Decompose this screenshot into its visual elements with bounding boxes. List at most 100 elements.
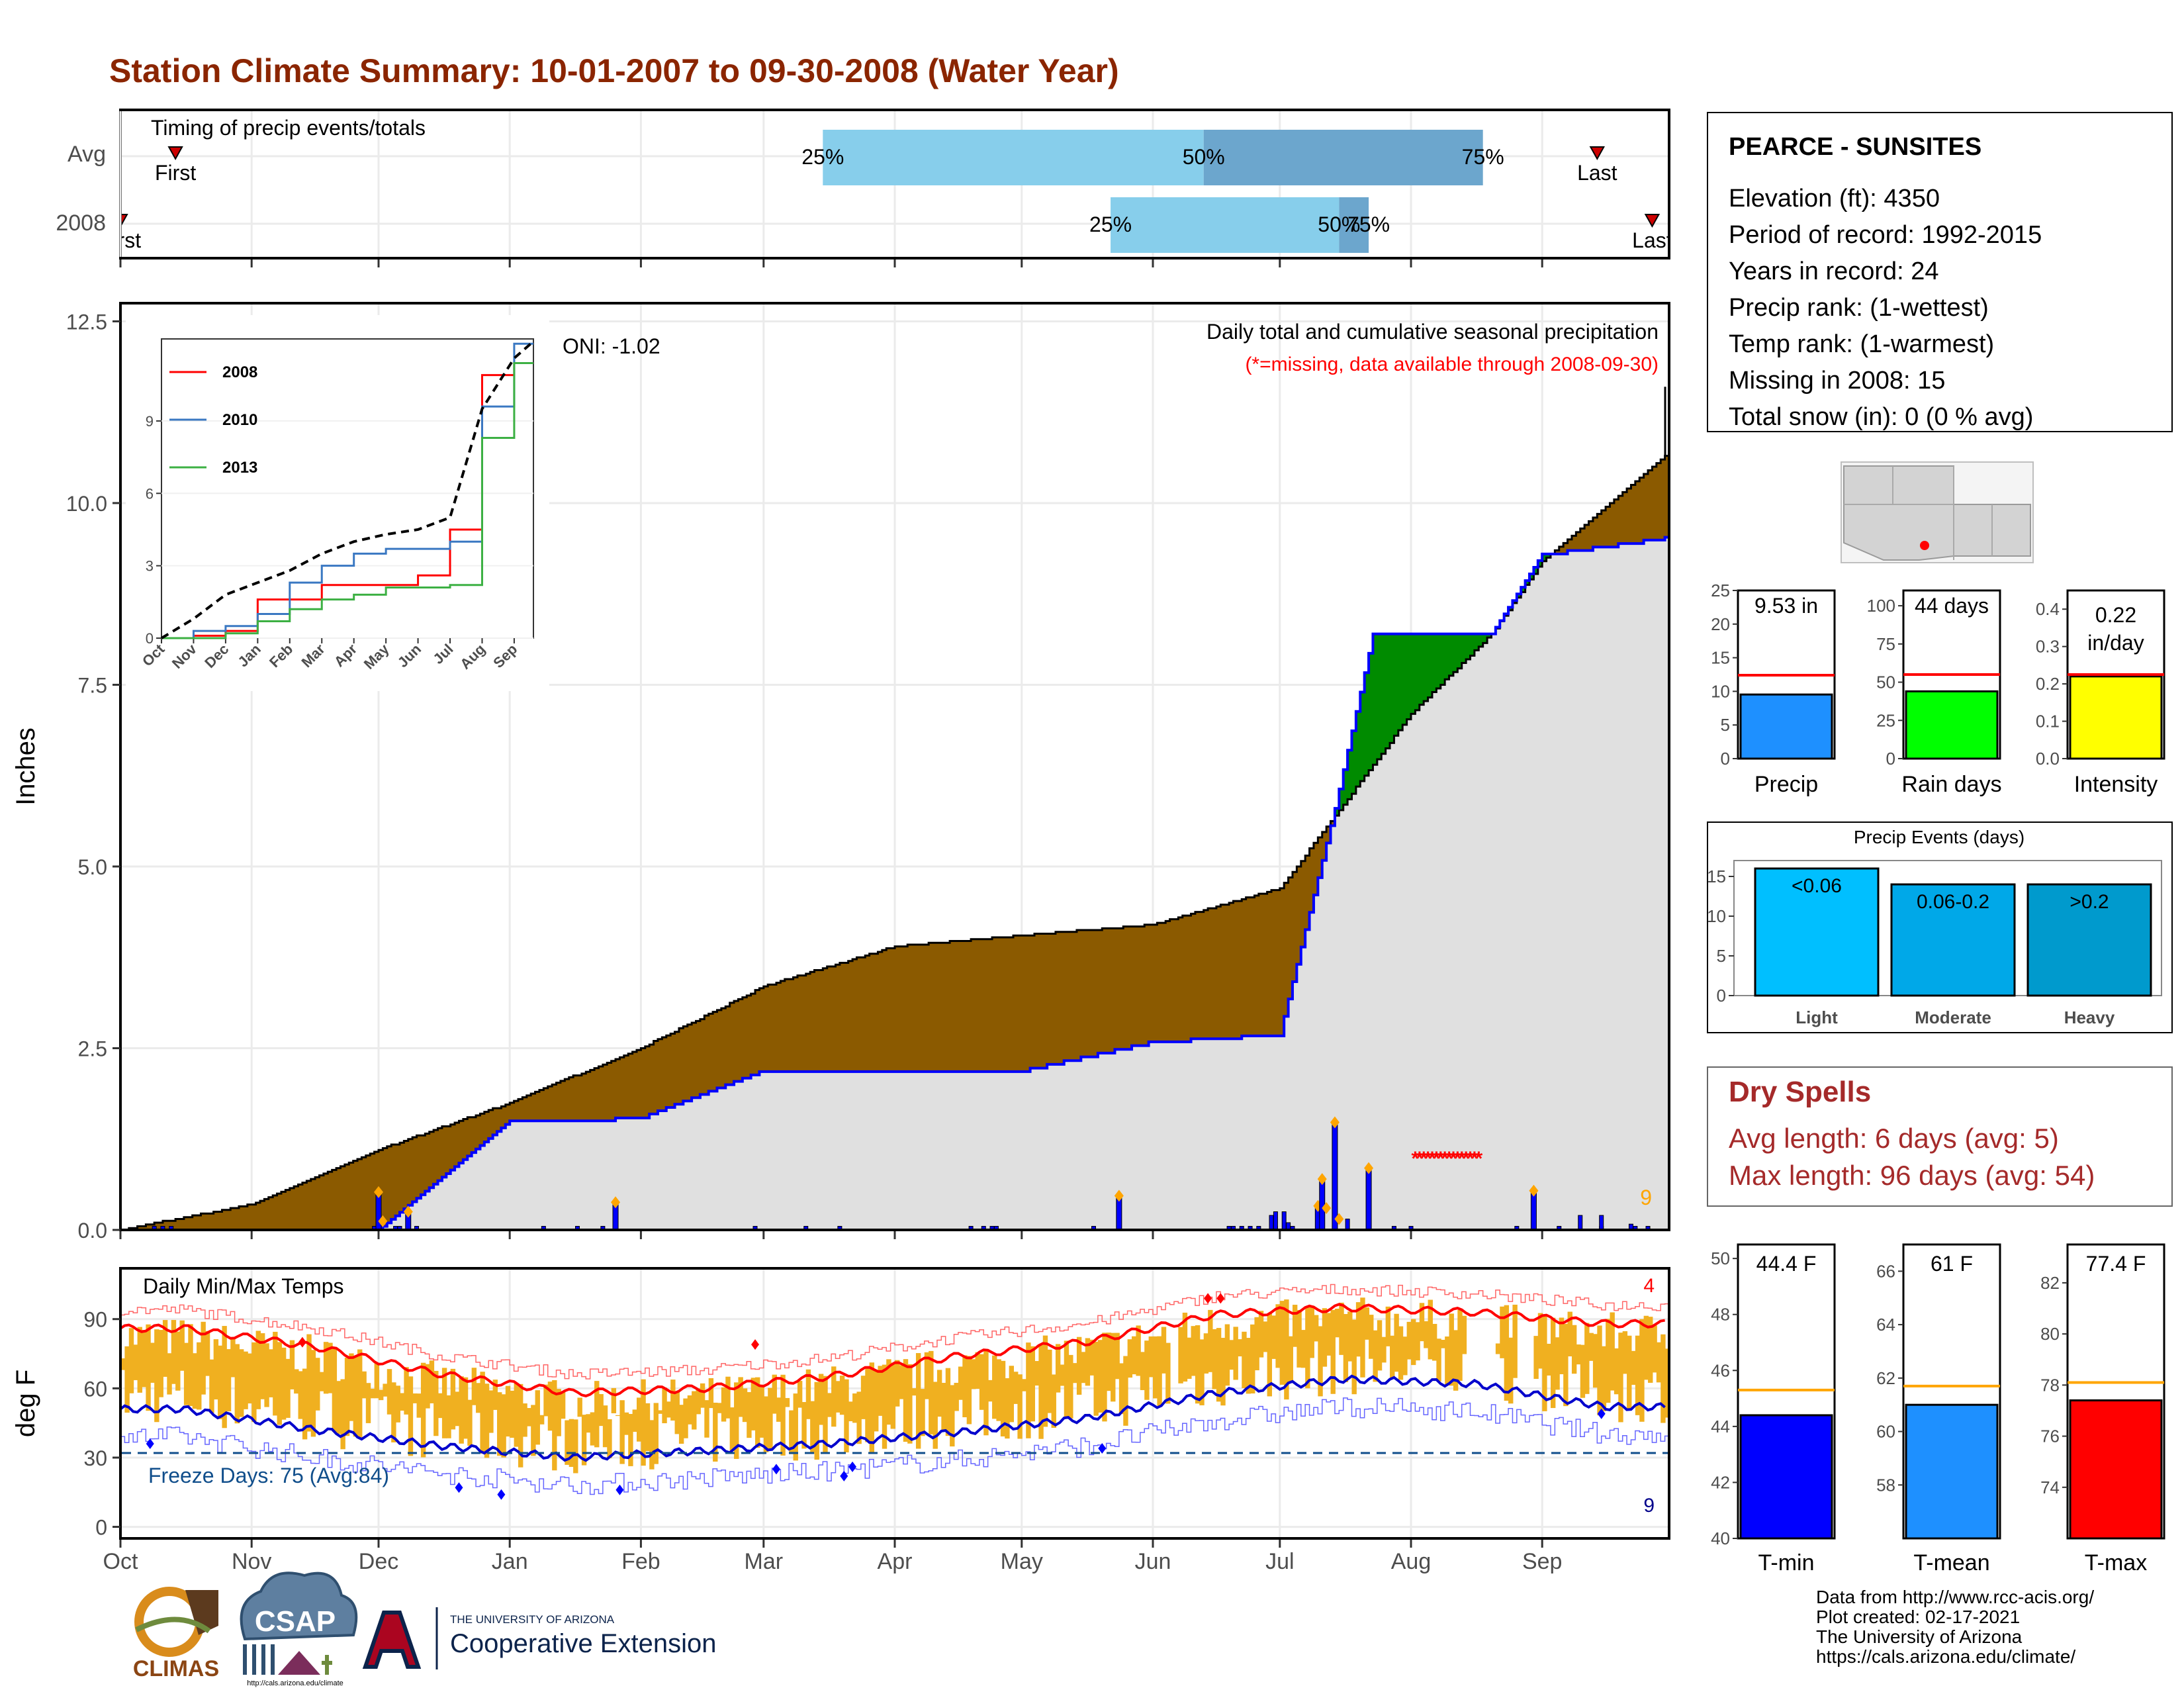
- daily-temp-range-bar: [1571, 1325, 1577, 1374]
- observed-cumulative-line: [120, 536, 1669, 1231]
- daily-temp-range-bar: [818, 1374, 824, 1425]
- daily-temp-range-bar: [1330, 1309, 1336, 1394]
- daily-temp-range-bar: [467, 1399, 473, 1446]
- daily-temp-range-bar: [497, 1392, 502, 1456]
- climas-logo: CLIMAS: [133, 1587, 219, 1681]
- daily-temp-range-bar: [522, 1403, 527, 1437]
- daily-temp-range-bar: [247, 1353, 253, 1404]
- daily-temp-range-bar: [201, 1321, 206, 1395]
- events-ytick-label: 0: [1717, 986, 1726, 1006]
- daily-temp-range-bar: [259, 1333, 265, 1399]
- timing-row-2008: 2008: [56, 211, 106, 236]
- daily-temp-range-bar: [670, 1380, 676, 1421]
- daily-temp-range-bar: [120, 1358, 126, 1370]
- daily-temp-range-bar: [1343, 1314, 1349, 1382]
- timing-row-avg: Avg: [68, 142, 106, 167]
- inset-legend-label: 2010: [222, 411, 257, 429]
- mini-bar-value: 9.53 in: [1754, 594, 1818, 618]
- daily-temp-range-bar: [1127, 1339, 1133, 1378]
- daily-temp-range-bar: [137, 1327, 142, 1393]
- events-title: Precip Events (days): [1854, 827, 2025, 847]
- temp-bar-ytick-label: 74: [2040, 1477, 2060, 1497]
- daily-temp-range-bar: [860, 1376, 866, 1419]
- oni-label: ONI: -1.02: [563, 334, 660, 358]
- daily-temp-range-bar: [992, 1355, 997, 1419]
- daily-temp-range-bar: [899, 1365, 904, 1399]
- daily-temp-range-bar: [255, 1331, 261, 1409]
- daily-temp-range-bar: [1187, 1337, 1192, 1379]
- daily-temp-range-bar: [678, 1405, 684, 1444]
- record-high-marker: [751, 1339, 760, 1350]
- daily-temp-range-bar: [1445, 1336, 1450, 1385]
- daily-temp-range-bar: [581, 1415, 587, 1466]
- daily-temp-range-bar: [205, 1331, 210, 1376]
- heavy-precip-marker: [378, 1215, 388, 1227]
- daily-temp-range-bar: [484, 1383, 490, 1458]
- timing-2008-p50-label: 50%: [1318, 212, 1360, 236]
- daily-temp-range-bar: [692, 1391, 697, 1430]
- temp-bar-ytick-label: 62: [1876, 1368, 1895, 1388]
- daily-temp-range-bar: [433, 1370, 439, 1436]
- temp-ytick-label: 90: [83, 1308, 107, 1332]
- mini-bar-value: 44 days: [1915, 594, 1989, 618]
- timing-2008-p75-label: 75%: [1347, 212, 1390, 236]
- csap-logo: CSAP http://cals.arizona.edu/climate: [240, 1571, 358, 1687]
- daily-temp-range-bar: [1555, 1337, 1560, 1390]
- temp-bar-ytick-label: 42: [1711, 1472, 1730, 1492]
- temp-bar-ytick-label: 82: [2040, 1273, 2060, 1293]
- daily-temp-range-bar: [641, 1379, 646, 1466]
- daily-temp-range-bar: [154, 1329, 159, 1423]
- daily-temp-range-bar: [1030, 1346, 1035, 1422]
- daily-temp-range-bar: [1373, 1330, 1378, 1382]
- daily-temp-range-bar: [230, 1337, 236, 1378]
- month-label-sep: Sep: [1522, 1549, 1563, 1574]
- daily-precip-bar: [1599, 1215, 1604, 1231]
- daily-temp-range-bar: [1592, 1334, 1598, 1388]
- ua-big-text: Cooperative Extension: [450, 1629, 716, 1658]
- daily-temp-range-bar: [379, 1389, 384, 1401]
- daily-temp-range-bar: [264, 1343, 269, 1407]
- daily-precip-bar: [1365, 1168, 1372, 1231]
- inset-ytick-label: 9: [146, 413, 154, 430]
- daily-temp-range-bar: [349, 1353, 354, 1421]
- daily-temp-range-bar: [1195, 1325, 1201, 1404]
- daily-temp-range-bar: [383, 1383, 388, 1397]
- station-line-snow: Total snow (in): 0 (0 % avg): [1729, 403, 2033, 431]
- missing-day-mark: *: [1453, 1148, 1461, 1170]
- mini-bar-ytick-label: 0.4: [2036, 599, 2060, 619]
- daily-temp-range-bar: [162, 1320, 168, 1377]
- daily-temp-range-bar: [298, 1371, 303, 1419]
- daily-temp-range-bar: [1038, 1344, 1044, 1439]
- daily-temp-range-bar: [1326, 1313, 1332, 1356]
- events-bar-inner-label: 0.06-0.2: [1917, 891, 1989, 913]
- record-high-marker: [1216, 1293, 1225, 1304]
- daily-temp-range-bar: [336, 1381, 341, 1434]
- timing-avg-p75-label: 75%: [1462, 145, 1504, 169]
- events-bar-moderate: [1890, 883, 2016, 997]
- daily-temp-range-bar: [729, 1407, 735, 1452]
- daily-temp-range-bar: [789, 1410, 794, 1454]
- daily-temp-range-bar: [1546, 1343, 1551, 1376]
- daily-temp-range-bar: [598, 1394, 604, 1427]
- daily-temp-range-bar: [488, 1390, 494, 1433]
- daily-temp-range-bar: [1292, 1305, 1298, 1347]
- daily-temp-range-bar: [391, 1382, 396, 1442]
- daily-temp-range-bar: [704, 1400, 709, 1438]
- daily-temp-range-bar: [1026, 1342, 1031, 1438]
- daily-temp-range-bar: [1237, 1339, 1243, 1357]
- daily-temp-range-bar: [1394, 1313, 1399, 1372]
- daily-temp-range-bar: [1440, 1340, 1446, 1348]
- daily-temp-range-bar: [759, 1384, 764, 1438]
- daily-temp-range-bar: [1224, 1324, 1230, 1386]
- daily-temp-range-bar: [1263, 1321, 1268, 1352]
- csap-text: CSAP: [255, 1605, 336, 1638]
- daily-temp-range-bar: [1584, 1323, 1590, 1394]
- daily-temp-range-bar: [1118, 1363, 1124, 1415]
- missing-day-mark: *: [1412, 1148, 1420, 1170]
- events-ytick-label: 10: [1707, 906, 1726, 926]
- daily-temp-range-bar: [425, 1364, 430, 1409]
- temp-bar-ytick-label: 80: [2040, 1324, 2060, 1344]
- daily-temp-range-bar: [1051, 1374, 1056, 1428]
- timing-2008-first-marker: [122, 214, 128, 226]
- csap-url: http://cals.arizona.edu/climate: [247, 1679, 343, 1687]
